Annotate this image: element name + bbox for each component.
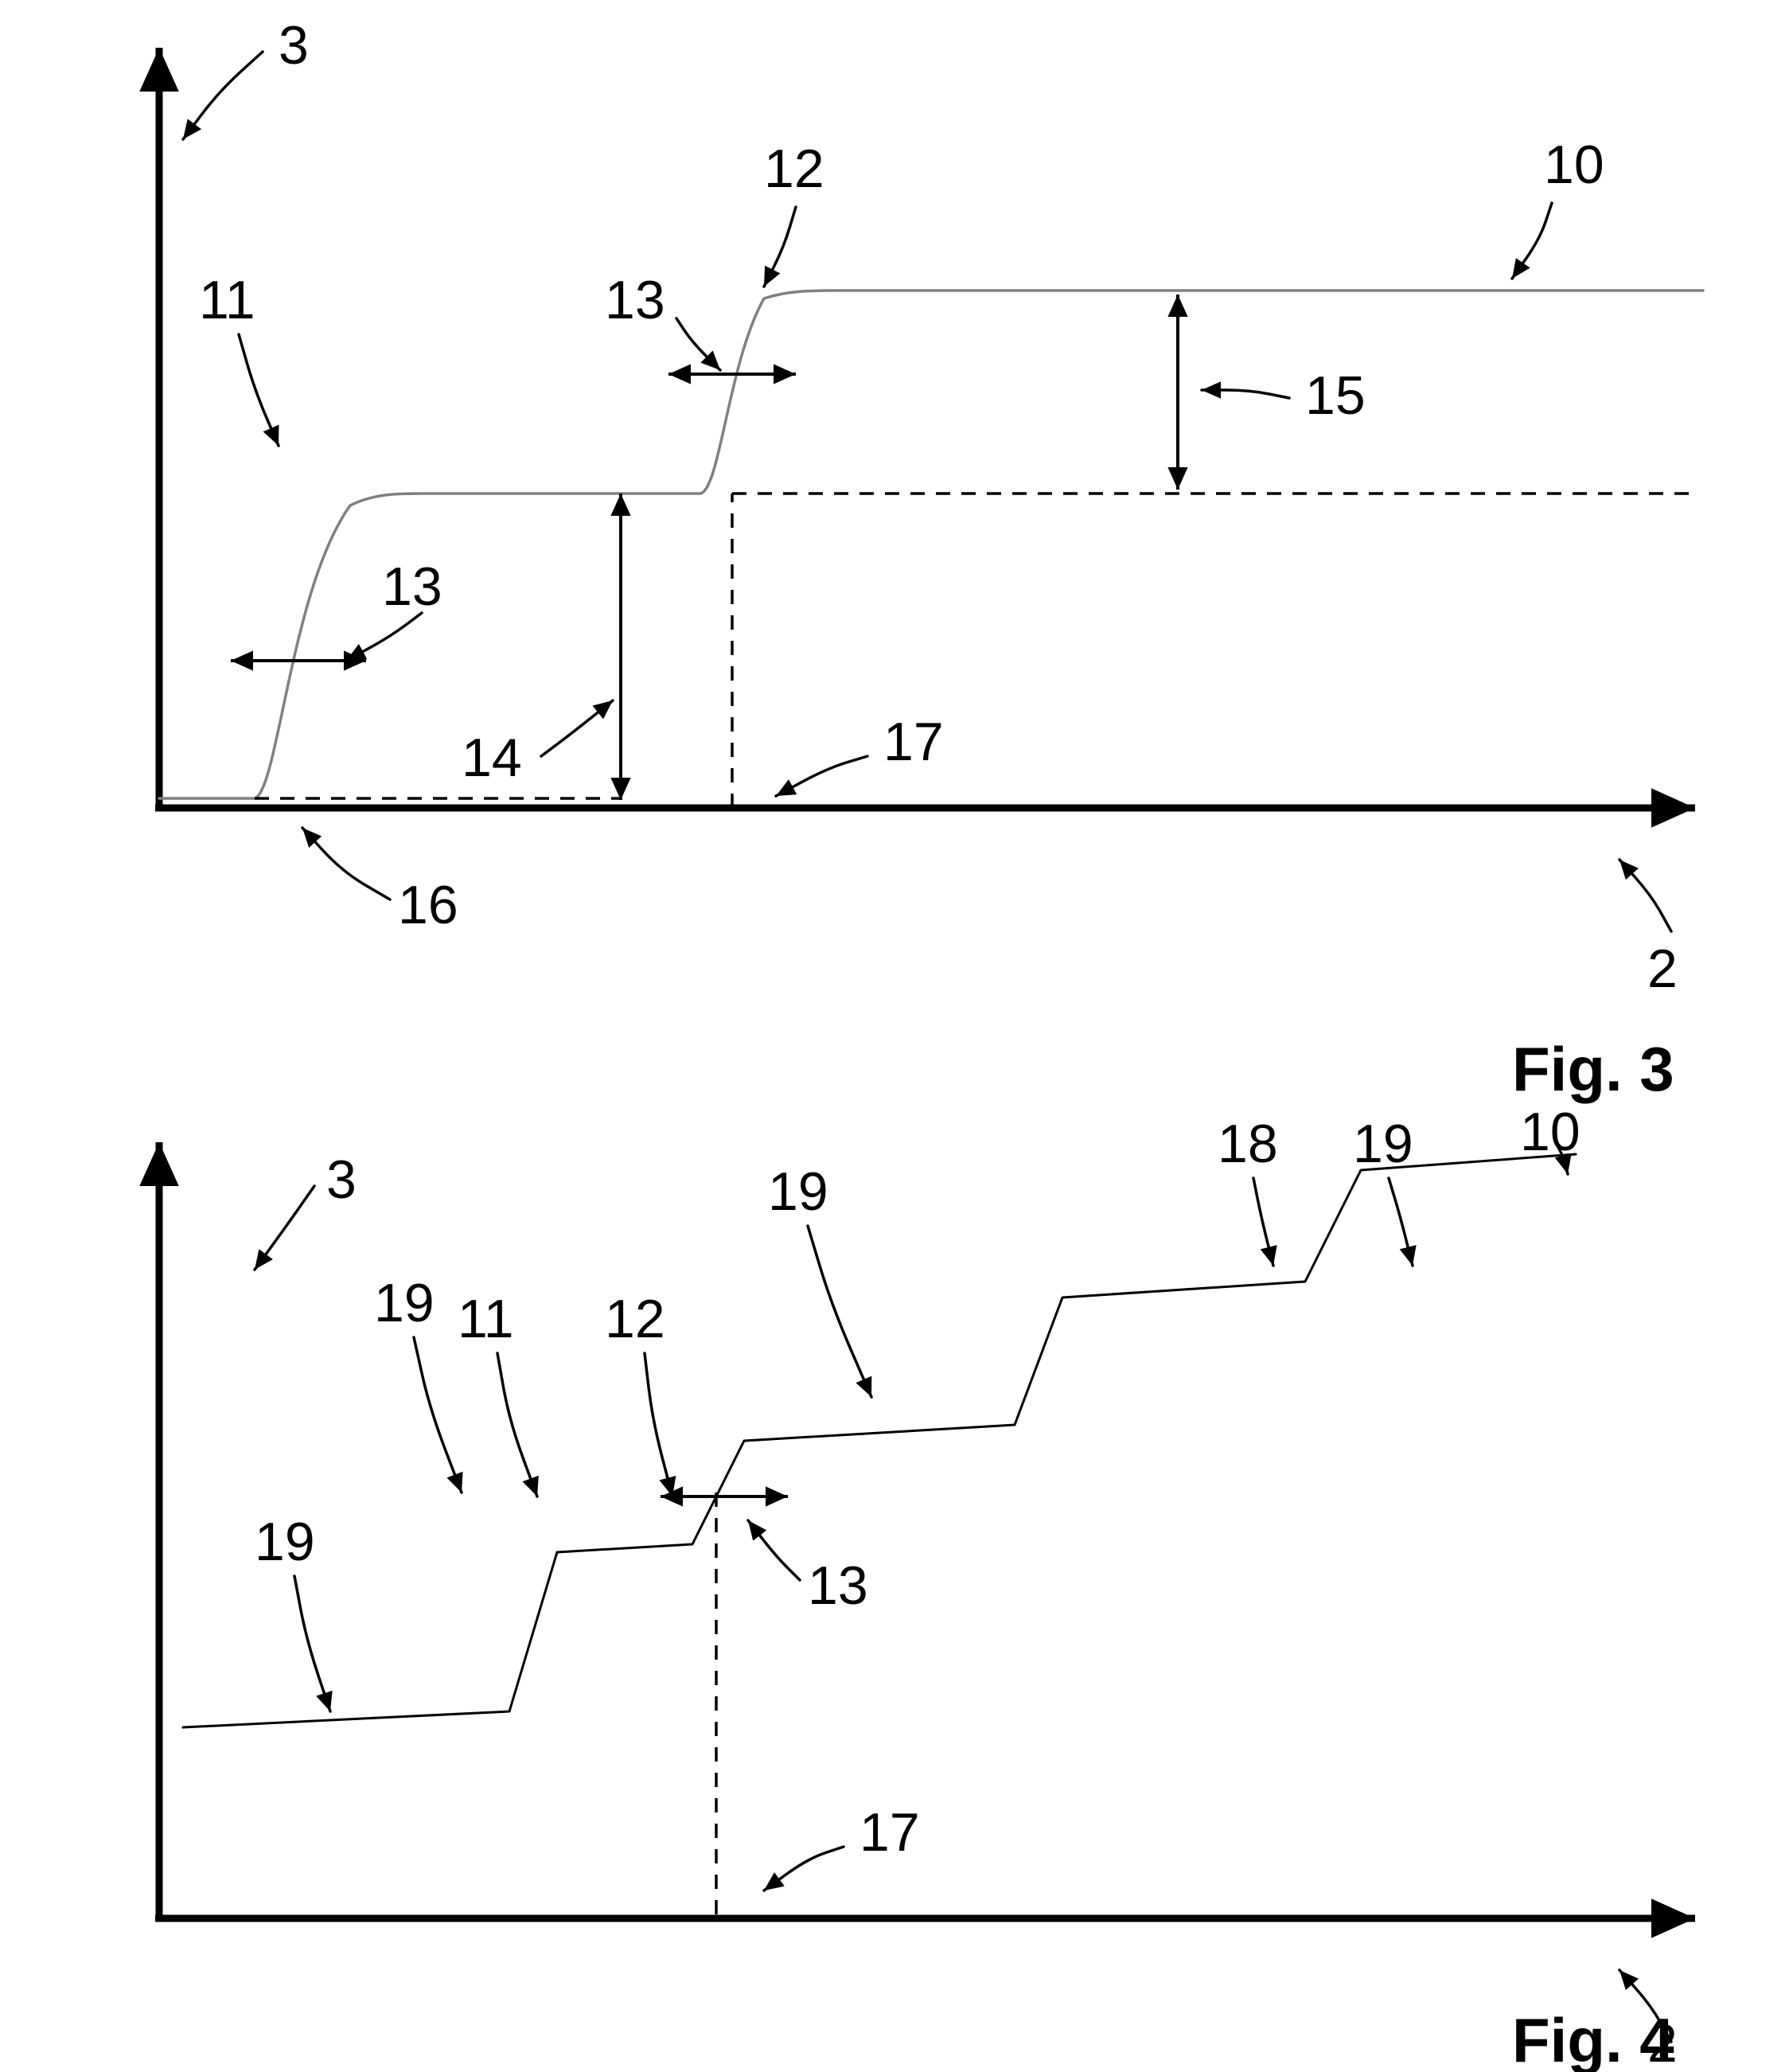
lead-fig4-11 bbox=[497, 1353, 539, 1496]
label-fig3-17: 17 bbox=[883, 712, 944, 772]
lead-fig4-19b bbox=[414, 1337, 463, 1493]
lead-fig4-3 bbox=[255, 1186, 314, 1270]
lead-fig4-19d bbox=[1389, 1178, 1417, 1266]
lead-fig3-13b bbox=[676, 318, 720, 370]
label-fig4-19d: 19 bbox=[1353, 1114, 1413, 1174]
fig3-x-axis bbox=[155, 788, 1695, 828]
caption-fig3: Fig. 3 bbox=[1512, 1034, 1674, 1104]
fig4-curve-10 bbox=[183, 1154, 1576, 1727]
label-fig4-17: 17 bbox=[859, 1802, 920, 1863]
lead-fig4-19c bbox=[808, 1226, 871, 1397]
label-fig3-11: 11 bbox=[199, 270, 255, 330]
label-fig3-15: 15 bbox=[1305, 365, 1366, 426]
fig4-dim-13 bbox=[661, 1486, 788, 1506]
caption-fig4: Fig. 4 bbox=[1512, 2005, 1674, 2072]
lead-fig4-19a bbox=[294, 1576, 333, 1711]
label-fig3-2: 2 bbox=[1647, 938, 1678, 999]
label-fig3-13a: 13 bbox=[382, 556, 442, 617]
fig3-y-axis bbox=[139, 48, 179, 808]
label-fig4-12: 12 bbox=[605, 1289, 665, 1349]
lead-fig3-16 bbox=[302, 828, 390, 899]
label-fig4-10: 10 bbox=[1520, 1102, 1580, 1162]
fig4-x-axis bbox=[155, 1898, 1695, 1938]
fig3-dim-14 bbox=[610, 494, 630, 800]
lead-fig3-17 bbox=[776, 756, 867, 796]
fig3-dim-15 bbox=[1167, 295, 1187, 490]
label-fig4-19c: 19 bbox=[768, 1161, 828, 1222]
lead-fig3-11 bbox=[239, 334, 279, 446]
label-fig3-14: 14 bbox=[462, 728, 522, 788]
label-fig3-3: 3 bbox=[279, 15, 309, 76]
lead-fig3-14 bbox=[541, 700, 613, 756]
lead-fig3-10 bbox=[1512, 203, 1552, 279]
label-fig4-3: 3 bbox=[326, 1149, 357, 1210]
lead-fig4-17 bbox=[764, 1847, 844, 1891]
fig3-dim-13b bbox=[668, 364, 796, 384]
lead-fig4-18 bbox=[1253, 1178, 1277, 1266]
label-fig3-12: 12 bbox=[764, 139, 824, 199]
label-fig4-18: 18 bbox=[1218, 1114, 1278, 1174]
label-fig4-13: 13 bbox=[808, 1555, 868, 1616]
label-fig4-19a: 19 bbox=[255, 1512, 315, 1572]
fig4-y-axis bbox=[139, 1142, 179, 1918]
lead-fig3-13a bbox=[346, 613, 422, 661]
label-fig4-11: 11 bbox=[458, 1289, 514, 1349]
label-fig4-19b: 19 bbox=[374, 1273, 435, 1333]
lead-fig3-15 bbox=[1202, 381, 1289, 399]
lead-fig3-12 bbox=[764, 207, 796, 287]
lead-fig3-3 bbox=[183, 52, 263, 139]
figure-4: 3210111213171819191919Fig. 4 bbox=[139, 1102, 1695, 2072]
lead-fig4-12 bbox=[645, 1353, 676, 1496]
label-fig3-13b: 13 bbox=[605, 270, 665, 330]
label-fig3-16: 16 bbox=[398, 875, 458, 935]
label-fig3-10: 10 bbox=[1544, 135, 1604, 195]
lead-fig3-2 bbox=[1619, 860, 1671, 931]
figure-3: 3 2 10 11 12 13 13 14 15 16 17 Fig. 3 bbox=[139, 15, 1703, 1104]
lead-fig4-13 bbox=[748, 1520, 800, 1580]
